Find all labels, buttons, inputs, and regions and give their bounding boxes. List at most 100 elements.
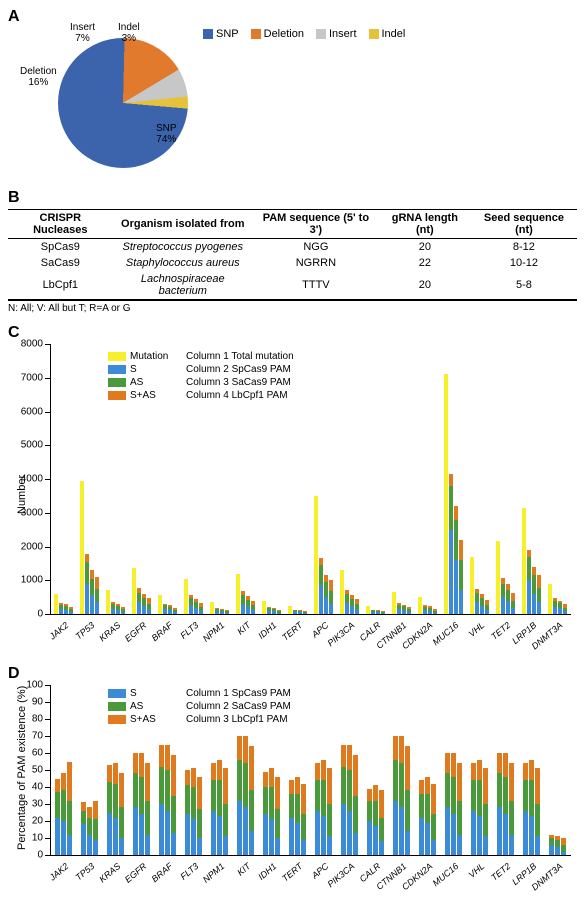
- bar-segment: [341, 804, 346, 855]
- table-row: LbCpf1Lachnospiraceae bacteriumTTTV205-8: [8, 271, 577, 300]
- bar-segment: [217, 760, 222, 780]
- bar-segment: [537, 588, 541, 603]
- bar-segment: [527, 550, 531, 557]
- bar-segment: [379, 818, 384, 842]
- bar: [445, 753, 450, 855]
- bar-segment: [445, 773, 450, 807]
- panel-c-label: C: [8, 324, 577, 342]
- bar-segment: [116, 610, 120, 614]
- bar: [289, 780, 294, 855]
- bar: [315, 763, 320, 855]
- bar-segment: [165, 745, 170, 771]
- gene-group: [81, 801, 98, 855]
- bar-segment: [289, 818, 294, 855]
- bar-segment: [113, 763, 118, 783]
- bar-segment: [133, 773, 138, 807]
- bar: [558, 601, 562, 614]
- bar-segment: [303, 613, 307, 614]
- bar-segment: [145, 835, 150, 855]
- bar-segment: [67, 835, 72, 855]
- bar-segment: [243, 763, 248, 807]
- bar: [288, 606, 292, 614]
- bar-segment: [405, 746, 410, 790]
- bar-segment: [168, 610, 172, 614]
- bar-segment: [85, 584, 89, 614]
- bar-segment: [454, 560, 458, 614]
- panel-d: D Percentage of PAM existence (%) 010203…: [8, 665, 577, 896]
- table-cell: NGRRN: [253, 255, 379, 271]
- bar-segment: [341, 767, 346, 804]
- bar: [158, 595, 162, 614]
- bar-segment: [523, 763, 528, 780]
- gene-group: [107, 763, 124, 855]
- bar-segment: [191, 819, 196, 855]
- bar-segment: [61, 773, 66, 790]
- bar: [399, 736, 404, 855]
- bar: [431, 784, 436, 855]
- bar-segment: [321, 816, 326, 855]
- bar-segment: [327, 804, 332, 836]
- bar: [95, 577, 99, 614]
- bar-segment: [59, 609, 63, 614]
- bar-segment: [269, 819, 274, 855]
- y-tick-label: 50: [32, 765, 43, 776]
- bar-segment: [211, 811, 216, 855]
- bar: [345, 590, 349, 614]
- bar: [503, 753, 508, 855]
- bar: [532, 567, 536, 614]
- bar-segment: [185, 814, 190, 855]
- bar-segment: [133, 753, 138, 773]
- pie-label-indel: Indel3%: [118, 22, 140, 44]
- bar-segment: [298, 612, 302, 614]
- legend-item: MutationColumn 1 Total mutation: [108, 350, 294, 363]
- bar: [111, 602, 115, 614]
- bar: [509, 763, 514, 855]
- bar: [147, 598, 151, 614]
- bar: [376, 610, 380, 614]
- bar: [243, 736, 248, 855]
- panel-a: A SNPDeletionInsertIndel SNP74% Deletion…: [8, 8, 577, 183]
- bar-segment: [142, 598, 146, 605]
- table-header: Seed sequence (nt): [471, 210, 577, 239]
- pie-label-deletion: Deletion16%: [20, 66, 57, 88]
- bar: [197, 777, 202, 855]
- bar: [563, 604, 567, 614]
- bar-segment: [537, 575, 541, 588]
- bar: [191, 768, 196, 855]
- bar-segment: [506, 601, 510, 614]
- bar-segment: [397, 609, 401, 614]
- bar: [407, 607, 411, 614]
- bar-segment: [67, 801, 72, 835]
- bar-segment: [55, 779, 60, 793]
- bar-segment: [263, 772, 268, 787]
- bar: [457, 763, 462, 855]
- panel-c: C Number 0100020003000400050006000700080…: [8, 324, 577, 655]
- gene-group: [315, 760, 332, 855]
- bar: [277, 610, 281, 614]
- bar: [54, 594, 58, 614]
- bar-segment: [327, 836, 332, 855]
- bar-segment: [511, 593, 515, 600]
- y-tick-label: 20: [32, 816, 43, 827]
- bar-segment: [95, 577, 99, 589]
- bar-segment: [295, 823, 300, 855]
- bar-segment: [341, 745, 346, 767]
- table-cell: NGG: [253, 239, 379, 256]
- bar: [80, 481, 84, 614]
- y-tick-label: 100: [26, 680, 43, 691]
- bar-segment: [376, 612, 380, 614]
- bar-segment: [329, 591, 333, 604]
- bar-segment: [471, 811, 476, 855]
- bar-segment: [165, 770, 170, 811]
- gene-group: [418, 597, 437, 614]
- panel-c-legend: MutationColumn 1 Total mutationSColumn 2…: [108, 350, 294, 402]
- bar-segment: [267, 611, 271, 614]
- bar-segment: [327, 768, 332, 804]
- bar: [293, 610, 297, 614]
- bar: [549, 835, 554, 855]
- table-cell: Streptococcus pyogenes: [113, 239, 253, 256]
- bar: [475, 589, 479, 614]
- legend-item: SColumn 2 SpCas9 PAM: [108, 363, 294, 376]
- bar-segment: [197, 777, 202, 809]
- bar-segment: [275, 838, 280, 855]
